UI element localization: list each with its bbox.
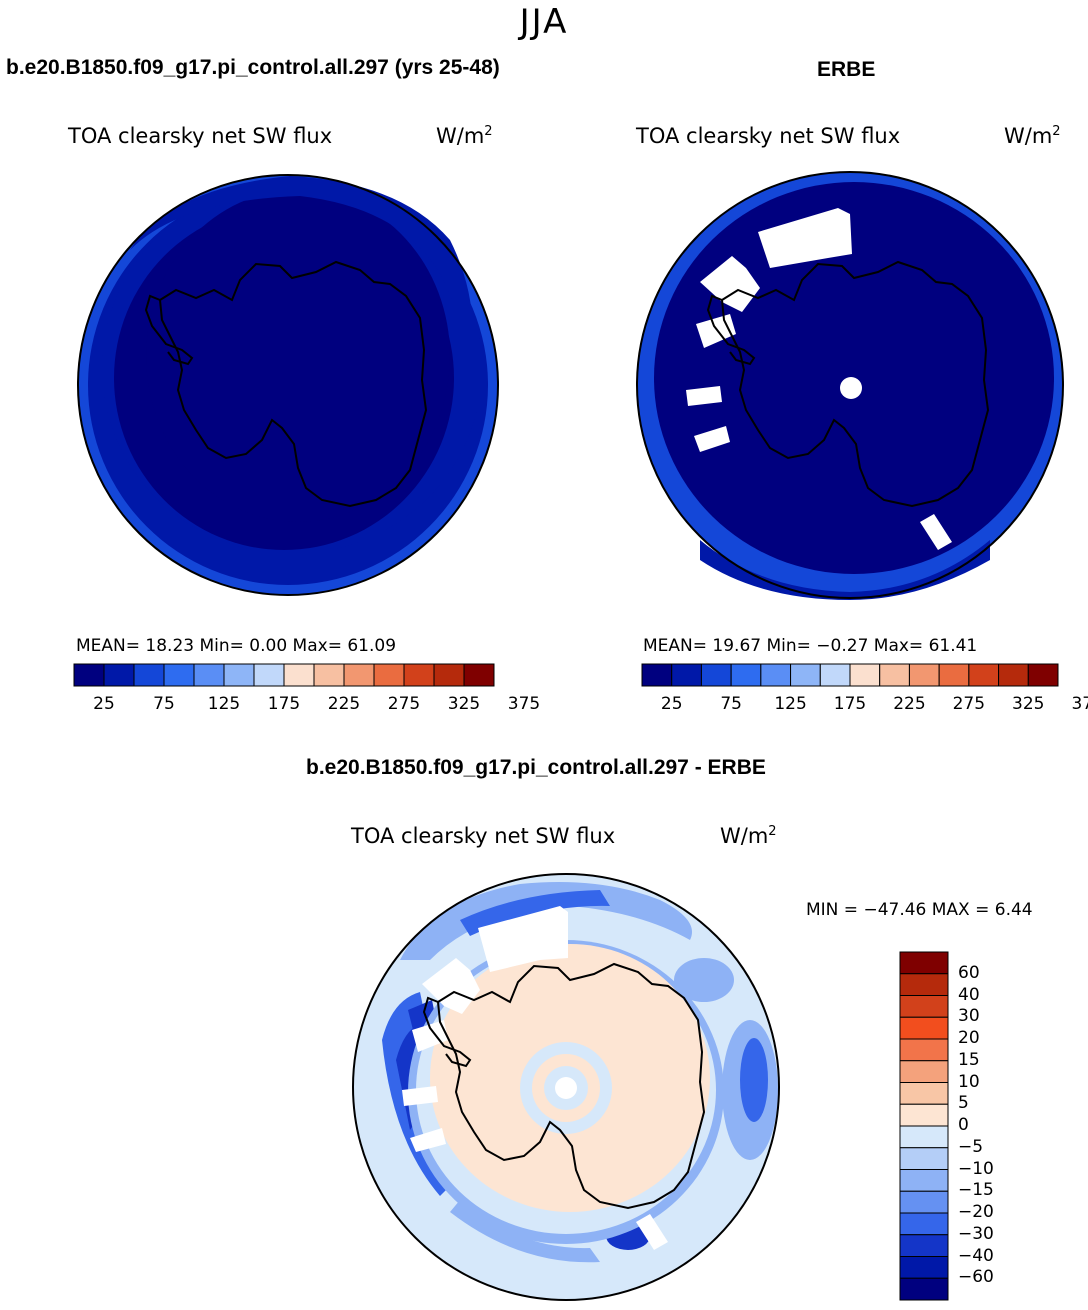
panel-1-colorbar bbox=[73, 663, 495, 687]
colorbar-tick-label: 125 bbox=[774, 694, 807, 714]
panel-1-peninsula bbox=[144, 294, 194, 366]
panel-2-coastline bbox=[720, 260, 990, 508]
panel-3-map-border bbox=[352, 873, 780, 1301]
colorbar-swatch bbox=[899, 1038, 949, 1062]
colorbar-tick-label: −10 bbox=[958, 1158, 994, 1179]
panel-2-variable-label: TOA clearsky net SW flux bbox=[636, 124, 901, 148]
colorbar-tick-label: 75 bbox=[720, 694, 742, 714]
colorbar-tick-label: 75 bbox=[153, 694, 175, 714]
colorbar-swatch bbox=[899, 1060, 949, 1083]
colorbar-swatch bbox=[899, 1125, 949, 1149]
colorbar-tick-label: 40 bbox=[958, 984, 980, 1005]
panel-1-variable-label: TOA clearsky net SW flux bbox=[68, 124, 333, 148]
panel-2-map-border bbox=[636, 171, 1064, 599]
colorbar-tick-label: −60 bbox=[958, 1267, 994, 1288]
colorbar-swatch bbox=[899, 973, 949, 996]
colorbar-tick-label: −40 bbox=[958, 1245, 994, 1266]
page-title: JJA bbox=[519, 2, 569, 42]
panel-3-colorbar bbox=[899, 951, 949, 1301]
colorbar-swatch bbox=[899, 1169, 949, 1192]
colorbar-swatch bbox=[899, 1082, 949, 1105]
colorbar-swatch bbox=[899, 1256, 949, 1279]
colorbar-tick-label: 225 bbox=[893, 694, 926, 714]
colorbar-tick-label: 275 bbox=[952, 694, 986, 714]
colorbar-tick-label: 15 bbox=[958, 1049, 980, 1070]
panel-3-title: b.e20.B1850.f09_g17.pi_control.all.297 -… bbox=[306, 756, 766, 779]
panel-1-map-border bbox=[77, 174, 499, 596]
panel-2-title: ERBE bbox=[817, 58, 876, 81]
colorbar-tick-label: −20 bbox=[958, 1202, 994, 1222]
colorbar-tick-label: 325 bbox=[447, 694, 481, 714]
colorbar-tick-label: 0 bbox=[958, 1115, 969, 1135]
colorbar-tick-label: 225 bbox=[327, 694, 361, 714]
colorbar-tick-label: 275 bbox=[387, 694, 421, 714]
colorbar-swatch bbox=[899, 1103, 949, 1127]
panel-3-units-label: W/m2 bbox=[720, 824, 777, 848]
colorbar-tick-label: −30 bbox=[958, 1223, 994, 1244]
colorbar-tick-label: 25 bbox=[660, 694, 683, 714]
panel-2-peninsula bbox=[706, 294, 756, 366]
colorbar-tick-label: 375 bbox=[1071, 694, 1088, 714]
colorbar-tick-label: 175 bbox=[267, 694, 301, 714]
panel-3-variable-label: TOA clearsky net SW flux bbox=[351, 824, 616, 848]
colorbar-tick-label: 175 bbox=[833, 694, 867, 714]
colorbar-tick-label: 375 bbox=[507, 694, 541, 714]
colorbar-swatch bbox=[899, 951, 949, 975]
panel-3-peninsula bbox=[422, 996, 472, 1068]
colorbar-swatch bbox=[899, 1212, 949, 1236]
colorbar-tick-label: −15 bbox=[958, 1180, 994, 1201]
colorbar-swatch bbox=[899, 995, 949, 1018]
colorbar-tick-label: 25 bbox=[93, 694, 115, 714]
colorbar-tick-label: 60 bbox=[958, 962, 980, 983]
colorbar-swatch bbox=[899, 1190, 949, 1214]
panel-3-missing-data bbox=[402, 906, 668, 1250]
panel-2-colorbar bbox=[641, 663, 1059, 687]
panel-1-coastline bbox=[158, 260, 428, 508]
colorbar-tick-label: 30 bbox=[958, 1006, 980, 1027]
panel-3-coastline bbox=[436, 962, 706, 1210]
colorbar-tick-label: 5 bbox=[958, 1093, 969, 1114]
panel-1-stats: MEAN= 18.23 Min= 0.00 Max= 61.09 bbox=[76, 636, 397, 656]
colorbar-tick-label: 325 bbox=[1012, 694, 1045, 714]
colorbar-tick-label: 20 bbox=[958, 1028, 980, 1048]
panel-2-units-label: W/m2 bbox=[1004, 124, 1061, 148]
panel-1-title: b.e20.B1850.f09_g17.pi_control.all.297 (… bbox=[6, 56, 500, 79]
colorbar-tick-label: −5 bbox=[958, 1136, 984, 1157]
colorbar-tick-label: 125 bbox=[207, 694, 241, 714]
colorbar-swatch bbox=[899, 1147, 949, 1170]
colorbar-swatch bbox=[1027, 663, 1059, 687]
colorbar-swatch bbox=[463, 663, 495, 687]
panel-1-units-label: W/m2 bbox=[436, 124, 493, 148]
colorbar-swatch bbox=[899, 1277, 949, 1301]
panel-3-stats: MIN = −47.46 MAX = 6.44 bbox=[806, 900, 1033, 920]
panel-2-stats: MEAN= 19.67 Min= −0.27 Max= 61.41 bbox=[643, 636, 978, 656]
colorbar-swatch bbox=[899, 1016, 949, 1040]
colorbar-tick-label: 10 bbox=[958, 1071, 980, 1092]
colorbar-swatch bbox=[899, 1234, 949, 1257]
